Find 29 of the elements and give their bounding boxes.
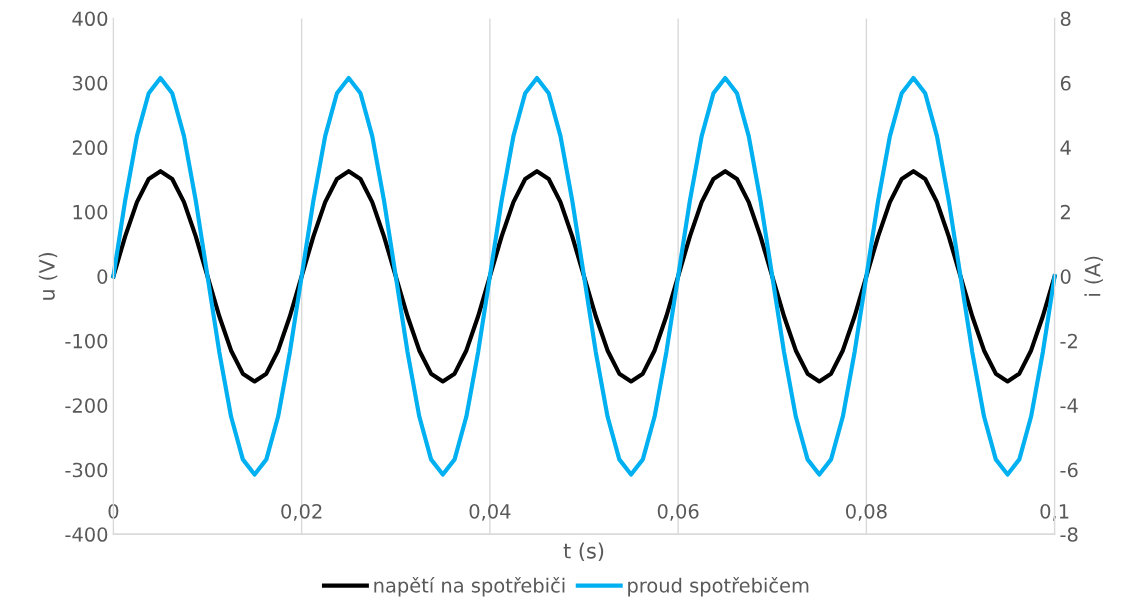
x-tick-label: 0,08 bbox=[846, 503, 887, 521]
x-tick-label: 0,02 bbox=[281, 503, 322, 521]
y2-tick-label: -8 bbox=[1060, 527, 1078, 542]
y-tick-label: -400 bbox=[65, 527, 108, 542]
y2-tick-label: -2 bbox=[1060, 333, 1077, 349]
y-tick-label: 400 bbox=[72, 11, 108, 27]
y2-tick-label: 2 bbox=[1060, 204, 1070, 220]
y-tick-label: -300 bbox=[65, 462, 108, 478]
y-tick-label: -100 bbox=[65, 333, 108, 349]
x-axis-title: t (s) bbox=[563, 542, 604, 562]
y-axis-title: u (V) bbox=[38, 252, 58, 300]
legend-label: proud spotřebičem bbox=[628, 576, 809, 597]
y2-tick-label: 4 bbox=[1060, 140, 1071, 155]
y-tick-label: 300 bbox=[72, 75, 108, 91]
legend-label: napětí na spotřebiči bbox=[374, 576, 565, 597]
y2-tick-label: -6 bbox=[1060, 462, 1078, 478]
y2-tick-label: 0 bbox=[1060, 269, 1071, 284]
line-series bbox=[111, 75, 1057, 477]
y2-tick-label: -4 bbox=[1060, 398, 1078, 413]
y2-axis-title: i (A) bbox=[1084, 256, 1103, 296]
y2-tick-label: 8 bbox=[1060, 11, 1071, 27]
x-tick-label: 0,04 bbox=[469, 503, 511, 521]
y-tick-label: 100 bbox=[73, 204, 108, 220]
x-tick-label: 0,1 bbox=[1040, 503, 1069, 521]
x-tick-label: 0,06 bbox=[657, 503, 699, 521]
y-tick-label: 0 bbox=[97, 269, 108, 284]
y2-tick-label: 6 bbox=[1060, 75, 1071, 91]
y-tick-label: -200 bbox=[65, 398, 108, 413]
y-tick-label: 200 bbox=[72, 140, 108, 156]
